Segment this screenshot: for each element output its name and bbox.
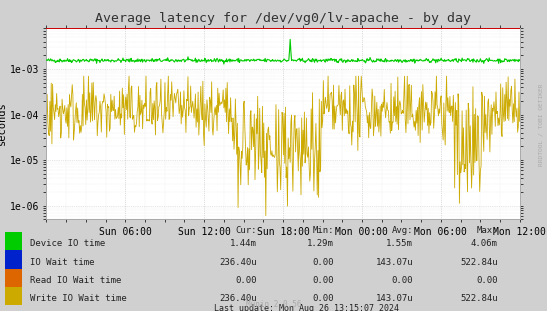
Text: 1.44m: 1.44m (230, 239, 257, 248)
Text: 522.84u: 522.84u (460, 295, 498, 304)
Text: 1.29m: 1.29m (307, 239, 334, 248)
Text: 143.07u: 143.07u (375, 295, 413, 304)
Text: Read IO Wait time: Read IO Wait time (30, 276, 121, 285)
Text: 0.00: 0.00 (312, 295, 334, 304)
Text: 1.55m: 1.55m (386, 239, 413, 248)
Text: Avg:: Avg: (392, 226, 413, 235)
Y-axis label: seconds: seconds (0, 102, 7, 146)
Text: 0.00: 0.00 (312, 258, 334, 267)
Text: Min:: Min: (312, 226, 334, 235)
Text: 522.84u: 522.84u (460, 258, 498, 267)
Text: IO Wait time: IO Wait time (30, 258, 95, 267)
Text: Last update: Mon Aug 26 13:15:07 2024: Last update: Mon Aug 26 13:15:07 2024 (214, 304, 399, 311)
Text: Write IO Wait time: Write IO Wait time (30, 295, 127, 304)
Title: Average latency for /dev/vg0/lv-apache - by day: Average latency for /dev/vg0/lv-apache -… (95, 12, 471, 26)
FancyBboxPatch shape (5, 232, 22, 250)
FancyBboxPatch shape (5, 287, 22, 305)
Text: Max:: Max: (476, 226, 498, 235)
Text: Device IO time: Device IO time (30, 239, 106, 248)
Text: RRDTOOL / TOBI OETIKER: RRDTOOL / TOBI OETIKER (538, 83, 543, 166)
Text: Cur:: Cur: (236, 226, 257, 235)
Text: Munin 2.0.56: Munin 2.0.56 (246, 300, 301, 309)
Text: 0.00: 0.00 (236, 276, 257, 285)
FancyBboxPatch shape (5, 250, 22, 269)
Text: 0.00: 0.00 (312, 276, 334, 285)
Text: 4.06m: 4.06m (471, 239, 498, 248)
Text: 143.07u: 143.07u (375, 258, 413, 267)
Text: 0.00: 0.00 (476, 276, 498, 285)
FancyBboxPatch shape (5, 269, 22, 287)
Text: 0.00: 0.00 (392, 276, 413, 285)
Text: 236.40u: 236.40u (219, 295, 257, 304)
Text: 236.40u: 236.40u (219, 258, 257, 267)
